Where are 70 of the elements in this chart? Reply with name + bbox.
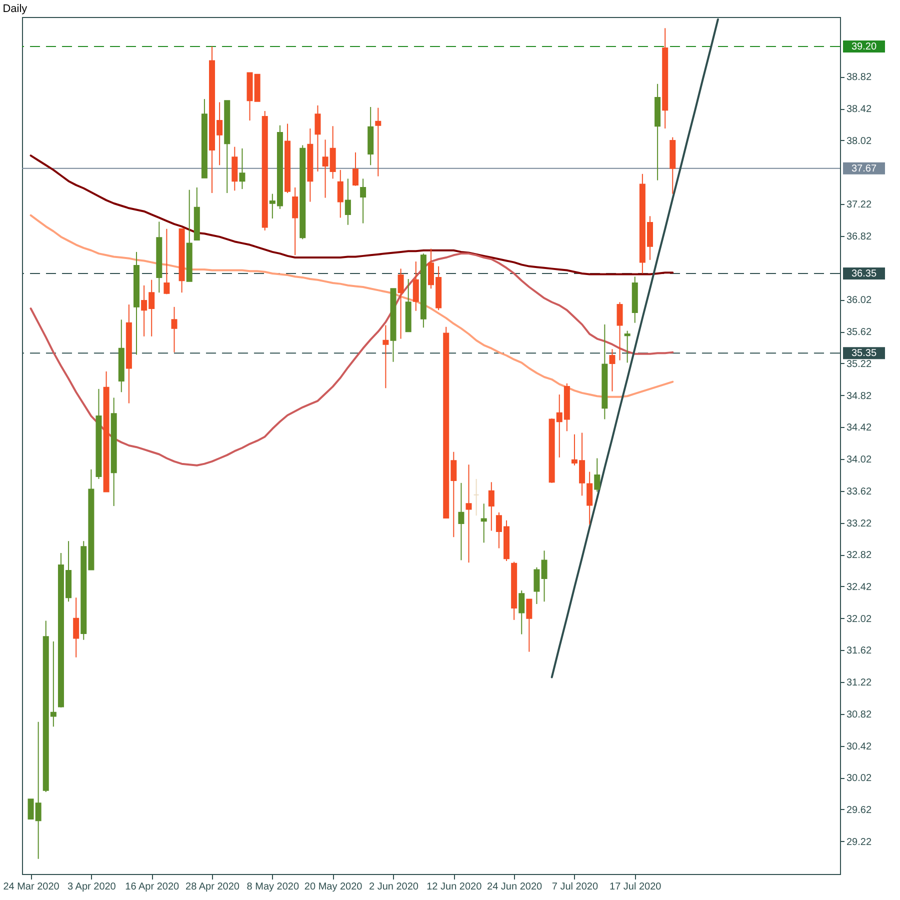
ref-line-label: 37.67	[851, 163, 877, 174]
y-tick-label: 36.02	[846, 295, 872, 306]
y-tick-label: 33.22	[846, 518, 872, 530]
candlestick	[534, 566, 540, 604]
y-tick-label: 34.02	[846, 454, 872, 466]
y-tick-label: 38.42	[846, 104, 872, 116]
x-tick-label: 7 Jul 2020	[552, 882, 598, 892]
candlestick	[526, 598, 532, 652]
candlestick	[352, 152, 358, 186]
candlestick	[412, 261, 419, 312]
y-tick-label: 29.62	[846, 804, 872, 816]
ref-line-label: 39.20	[851, 41, 877, 52]
candlestick	[164, 228, 170, 295]
y-tick-label: 34.42	[846, 422, 872, 434]
candlestick	[344, 178, 351, 226]
y-tick-label: 30.82	[846, 709, 872, 720]
candlestick	[466, 464, 472, 564]
y-tick-label: 32.42	[846, 582, 872, 593]
y-tick-label: 31.62	[846, 646, 872, 657]
candlestick	[594, 458, 600, 492]
candlestick	[171, 306, 178, 353]
candlestick	[292, 186, 298, 256]
candlestick	[518, 590, 525, 635]
x-tick-label: 8 May 2020	[246, 882, 300, 892]
y-tick-label: 36.82	[846, 232, 872, 243]
candlestick	[458, 482, 464, 561]
y-tick-label: 29.22	[846, 836, 872, 848]
candlestick	[541, 550, 548, 602]
x-tick-label: 17 Jul 2020	[610, 882, 662, 892]
x-tick-label: 24 Mar 2020	[3, 882, 60, 892]
x-tick-label: 16 Apr 2020	[125, 882, 180, 892]
candlestick	[314, 104, 321, 172]
candlestick	[73, 597, 80, 658]
y-tick-label: 31.22	[846, 678, 872, 689]
y-tick-label: 38.82	[846, 72, 872, 84]
candlestick	[624, 330, 630, 364]
x-tick-label: 3 Apr 2020	[68, 882, 116, 892]
y-tick-label: 32.02	[846, 614, 872, 625]
x-tick-label: 12 Jun 2020	[426, 882, 482, 892]
candlestick	[616, 302, 623, 361]
ref-line-label: 35.35	[851, 348, 877, 360]
line-series	[30, 252, 674, 466]
candlestick	[609, 348, 616, 392]
candlestick	[232, 146, 238, 192]
candlestick	[360, 178, 366, 224]
y-tick-label: 35.22	[846, 358, 872, 370]
y-tick-label: 35.62	[846, 327, 872, 338]
line-series	[30, 214, 674, 398]
chart-title: Daily	[2, 3, 28, 15]
candlestick	[382, 324, 389, 389]
line-series	[30, 154, 674, 276]
candlestick	[398, 268, 404, 340]
y-tick-label: 32.82	[846, 550, 872, 562]
y-tick-label: 38.02	[846, 136, 872, 147]
candlestick	[337, 169, 344, 218]
x-tick-label: 24 Jun 2020	[487, 882, 543, 892]
candlestick	[473, 478, 480, 516]
x-tick-label: 28 Apr 2020	[186, 882, 240, 892]
candlestick	[480, 503, 487, 544]
candlestick	[239, 148, 246, 190]
candlestick	[488, 482, 494, 532]
y-tick-label: 37.22	[846, 200, 872, 211]
ref-line-label: 36.35	[851, 268, 877, 280]
x-tick-label: 20 May 2020	[304, 882, 363, 892]
y-tick-label: 33.62	[846, 486, 872, 498]
y-tick-label: 30.42	[846, 741, 872, 752]
y-tick-label: 30.02	[846, 773, 872, 784]
y-tick-label: 34.82	[846, 390, 872, 402]
x-tick-label: 2 Jun 2020	[368, 882, 419, 892]
candlestick	[375, 107, 382, 177]
